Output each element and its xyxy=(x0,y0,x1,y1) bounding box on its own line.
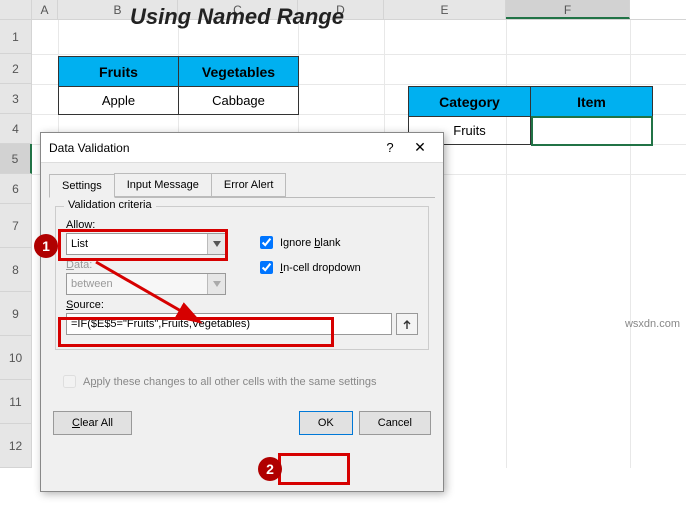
tab-input-message[interactable]: Input Message xyxy=(114,173,212,197)
row-header-11[interactable]: 11 xyxy=(0,380,32,424)
data-dropdown: between xyxy=(66,273,226,295)
row-header-1[interactable]: 1 xyxy=(0,20,32,54)
tab-error-alert[interactable]: Error Alert xyxy=(211,173,287,197)
badge-1: 1 xyxy=(34,234,58,258)
row-header-7[interactable]: 7 xyxy=(0,204,32,248)
tab-settings[interactable]: Settings xyxy=(49,174,115,198)
dialog-titlebar[interactable]: Data Validation ? ✕ xyxy=(41,133,443,163)
incell-label: In-cell dropdown xyxy=(280,262,361,274)
allow-label: Allow: xyxy=(66,219,236,231)
row-header-8[interactable]: 8 xyxy=(0,248,32,292)
chevron-down-icon xyxy=(207,234,225,254)
row-header-4[interactable]: 4 xyxy=(0,114,32,144)
range-selector-button[interactable] xyxy=(396,313,418,335)
row-header-2[interactable]: 2 xyxy=(0,54,32,84)
worksheet: A B C D E F 1 2 3 4 5 6 7 8 9 10 11 12 xyxy=(0,0,686,530)
col-header-F[interactable]: F xyxy=(506,0,630,19)
close-icon[interactable]: ✕ xyxy=(405,139,435,156)
watermark: wsxdn.com xyxy=(625,318,680,330)
dialog-tabs: Settings Input Message Error Alert xyxy=(49,173,435,198)
th-fruits[interactable]: Fruits xyxy=(59,57,179,87)
row-headers: 1 2 3 4 5 6 7 8 9 10 11 12 xyxy=(0,20,32,468)
dialog-title: Data Validation xyxy=(49,141,375,155)
allow-value: List xyxy=(71,238,88,250)
select-all-corner[interactable] xyxy=(0,0,32,19)
source-label: Source: xyxy=(66,299,418,311)
ignore-blank-checkbox[interactable]: Ignore blank xyxy=(256,233,361,252)
validation-criteria-group: Validation criteria Allow: List Data: be… xyxy=(55,206,429,350)
source-table: Fruits Vegetables Apple Cabbage xyxy=(58,56,299,115)
apply-changes-row: Apply these changes to all other cells w… xyxy=(41,358,443,405)
clear-all-button[interactable]: Clear All xyxy=(53,411,132,435)
th-vegetables[interactable]: Vegetables xyxy=(179,57,299,87)
ignore-blank-input[interactable] xyxy=(260,236,273,249)
row-header-5[interactable]: 5 xyxy=(0,144,32,174)
row-header-6[interactable]: 6 xyxy=(0,174,32,204)
help-icon[interactable]: ? xyxy=(375,140,405,155)
data-validation-dialog: Data Validation ? ✕ Settings Input Messa… xyxy=(40,132,444,492)
th-item[interactable]: Item xyxy=(531,87,653,117)
data-label: Data: xyxy=(66,259,236,271)
active-cell-selection xyxy=(531,116,653,146)
source-value: =IF($E$5="Fruits",Fruits,Vegetables) xyxy=(71,318,250,330)
badge-2: 2 xyxy=(258,457,282,481)
cancel-button[interactable]: Cancel xyxy=(359,411,431,435)
range-icon xyxy=(401,318,413,330)
dialog-buttons: Clear All OK Cancel xyxy=(41,405,443,441)
apply-label: Apply these changes to all other cells w… xyxy=(83,376,377,388)
row-header-9[interactable]: 9 xyxy=(0,292,32,336)
col-header-A[interactable]: A xyxy=(32,0,58,19)
col-header-E[interactable]: E xyxy=(384,0,506,19)
row-header-3[interactable]: 3 xyxy=(0,84,32,114)
row-header-10[interactable]: 10 xyxy=(0,336,32,380)
source-input[interactable]: =IF($E$5="Fruits",Fruits,Vegetables) xyxy=(66,313,392,335)
apply-checkbox xyxy=(63,375,76,388)
incell-dropdown-checkbox[interactable]: In-cell dropdown xyxy=(256,258,361,277)
chevron-down-icon xyxy=(207,274,225,294)
incell-input[interactable] xyxy=(260,261,273,274)
cell-cabbage[interactable]: Cabbage xyxy=(179,87,299,115)
data-value: between xyxy=(71,278,113,290)
page-title: Using Named Range xyxy=(130,4,344,30)
th-category[interactable]: Category xyxy=(409,87,531,117)
row-header-12[interactable]: 12 xyxy=(0,424,32,468)
ok-button[interactable]: OK xyxy=(299,411,353,435)
criteria-label: Validation criteria xyxy=(64,199,156,211)
allow-dropdown[interactable]: List xyxy=(66,233,226,255)
ignore-blank-label: Ignore blank xyxy=(280,237,341,249)
cell-apple[interactable]: Apple xyxy=(59,87,179,115)
